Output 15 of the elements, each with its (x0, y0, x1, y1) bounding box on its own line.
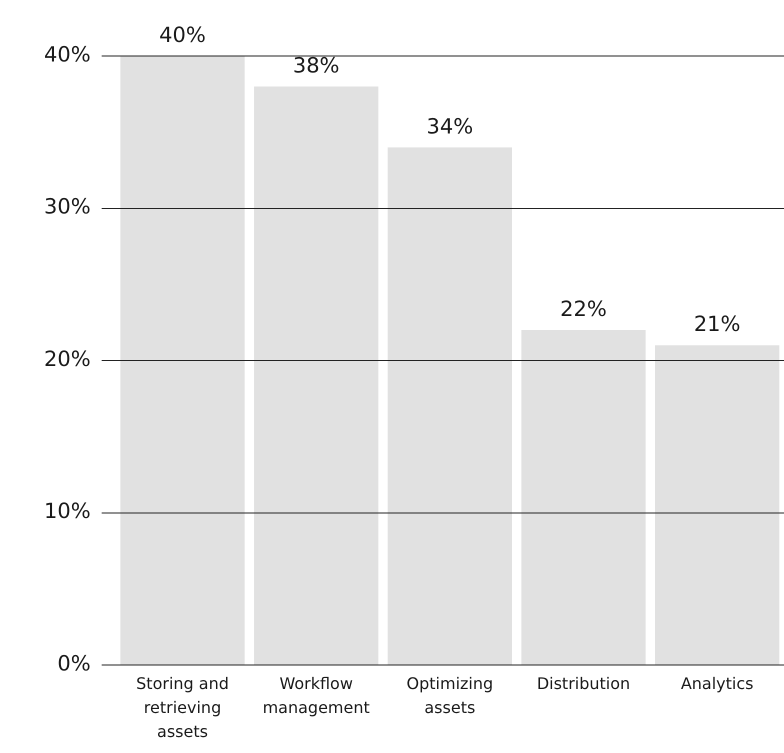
x-tick-label: Optimizing assets (406, 674, 494, 718)
data-label: 38% (292, 53, 340, 78)
x-tick-label: Workflow management (262, 674, 370, 718)
x-tick-label: Distribution (536, 674, 630, 694)
data-label: 34% (426, 114, 474, 138)
y-tick-label: 30% (44, 194, 91, 219)
data-label: 21% (694, 312, 741, 336)
data-label: 22% (560, 297, 607, 322)
x-tick-label: Storing and retrieving assets (136, 674, 229, 742)
y-tick-label: 40% (44, 42, 91, 66)
x-tick-label: Analytics (680, 674, 754, 694)
y-tick-label: 0% (57, 651, 91, 676)
data-label: 40% (159, 22, 206, 47)
y-tick-label: 20% (44, 346, 91, 371)
y-tick-label: 10% (44, 499, 91, 524)
